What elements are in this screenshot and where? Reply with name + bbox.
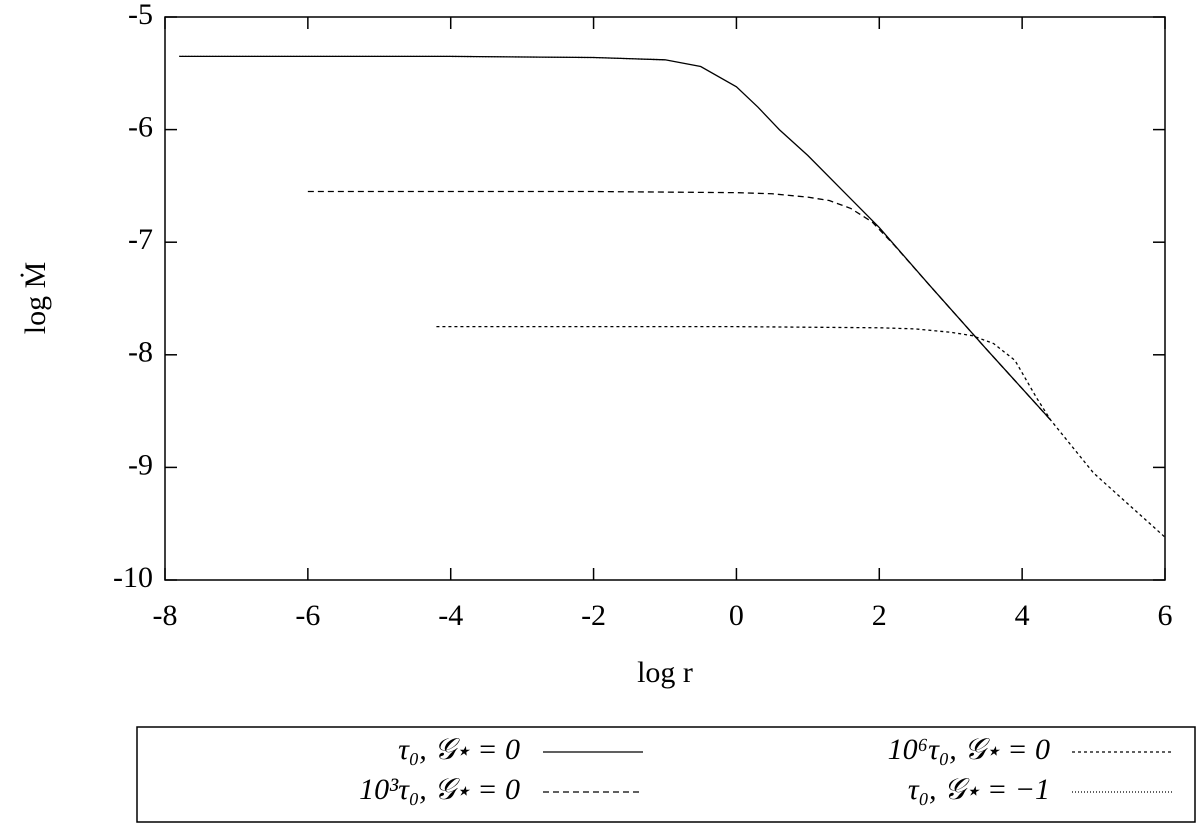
x-tick-label: 0: [729, 599, 744, 632]
x-tick-label: 2: [872, 599, 887, 632]
plot-frame: [164, 16, 1166, 581]
legend-label: τ₀, 𝒢⋆ = −1: [908, 773, 1050, 806]
series-line: [179, 55, 666, 61]
x-tick-label: -6: [295, 599, 320, 632]
x-tick-label: -2: [581, 599, 606, 632]
y-tick-label: -6: [128, 110, 153, 143]
legend-label: τ₀, 𝒢⋆ = 0: [398, 733, 520, 766]
series-line: [307, 190, 1052, 421]
y-axis-label: log Ṁ: [19, 262, 52, 335]
legend-label: 10³τ₀, 𝒢⋆ = 0: [359, 773, 520, 806]
y-tick-label: -8: [128, 336, 153, 369]
series-line: [179, 55, 1052, 421]
legend-box: [136, 726, 1196, 823]
series-line: [436, 326, 1166, 538]
legend: τ₀, 𝒢⋆ = 0 10³τ₀, 𝒢⋆ = 0 10⁶τ₀, 𝒢⋆ = 0 τ₀, …: [359, 733, 1172, 806]
y-tick-label: -9: [128, 448, 153, 481]
x-tick-label: -8: [153, 599, 178, 632]
x-axis-label: log r: [637, 656, 693, 689]
y-tick-label: -5: [128, 0, 153, 31]
x-tick-label: 4: [1015, 599, 1030, 632]
x-tick-label: -4: [438, 599, 463, 632]
y-tick-label: -7: [128, 223, 153, 256]
legend-label: 10⁶τ₀, 𝒢⋆ = 0: [888, 733, 1050, 766]
y-tick-label: -10: [113, 561, 153, 594]
x-tick-label: 6: [1158, 599, 1173, 632]
